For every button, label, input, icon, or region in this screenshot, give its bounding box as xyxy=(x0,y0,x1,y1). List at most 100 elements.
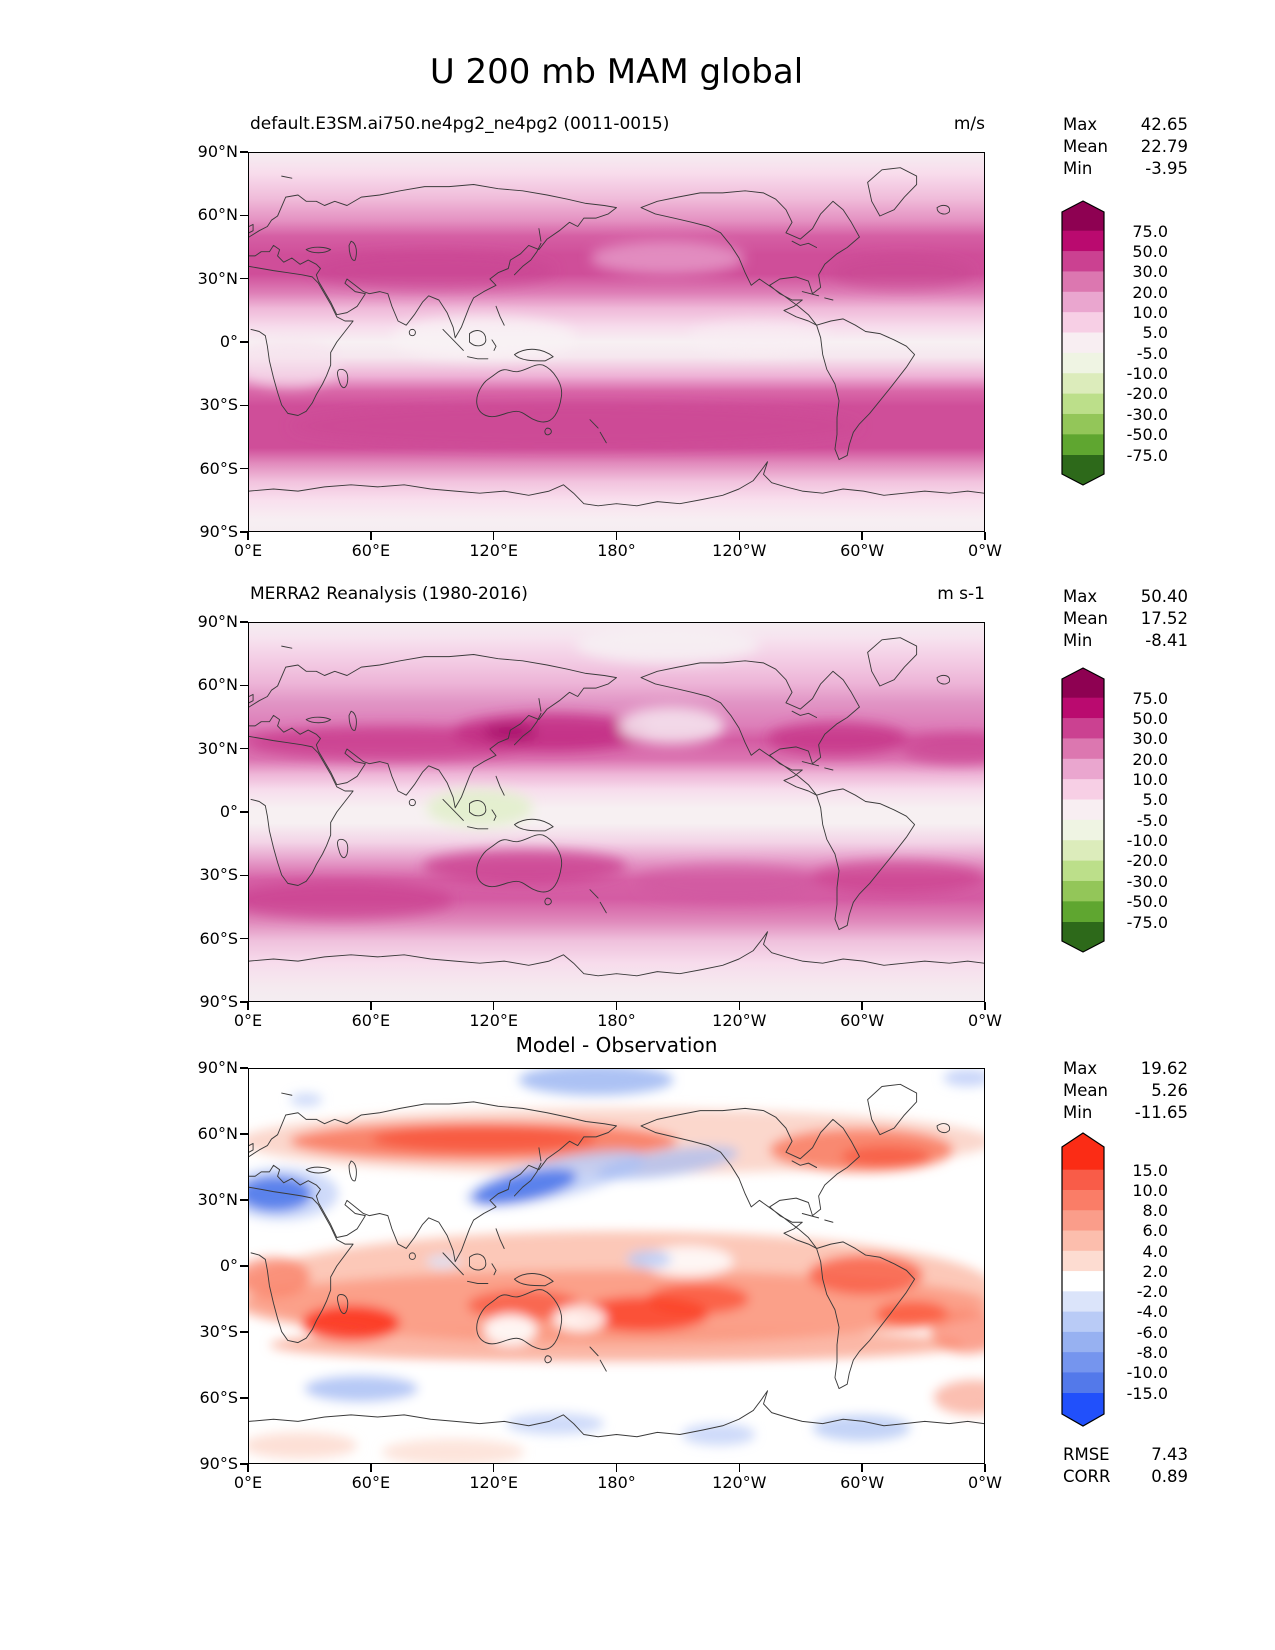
colorbar-segment xyxy=(1062,413,1104,435)
colorbar-level-label: -10.0 xyxy=(1126,1363,1168,1383)
x-tick-mark xyxy=(370,532,372,540)
colorbar-segment xyxy=(1062,271,1104,293)
colorbar-gradient xyxy=(1061,1132,1105,1427)
contour-blobs-model xyxy=(249,241,974,447)
stat-label: Mean xyxy=(1063,1081,1108,1100)
colorbar-level-label: 15.0 xyxy=(1132,1160,1168,1180)
stats-model: Max 42.65 Mean 22.79 Min -3.95 xyxy=(1063,114,1188,180)
stat-row: Max 42.65 xyxy=(1063,114,1188,136)
colorbar-segment xyxy=(1062,1331,1104,1353)
colorbar-extend-cap xyxy=(1062,1393,1104,1426)
x-tick-label: 60°W xyxy=(840,1011,885,1030)
stat-value: 5.26 xyxy=(1151,1081,1188,1100)
y-tick-label: 90°S xyxy=(199,1454,238,1473)
x-tick-mark xyxy=(984,1002,986,1010)
colorbar-level-label: 5.0 xyxy=(1142,323,1168,343)
x-tick-mark xyxy=(247,1002,249,1010)
colorbar-segment xyxy=(1062,312,1104,334)
x-tick-mark xyxy=(861,1002,863,1010)
colorbar-segment xyxy=(1062,1210,1104,1232)
colorbar-level-label: 10.0 xyxy=(1132,1180,1168,1200)
panel-observation-title: MERRA2 Reanalysis (1980-2016) xyxy=(250,584,528,604)
stat-label: CORR xyxy=(1063,1467,1111,1486)
colorbar-level-label: -20.0 xyxy=(1126,384,1168,404)
stat-label: Max xyxy=(1063,115,1098,134)
y-tick-mark xyxy=(240,1331,248,1333)
x-tick-label: 180° xyxy=(597,1473,636,1492)
colorbar-level-label: -6.0 xyxy=(1136,1322,1168,1342)
x-tick-label: 180° xyxy=(597,1011,636,1030)
colorbar-segment xyxy=(1062,840,1104,862)
colorbar-extend-cap xyxy=(1062,668,1104,698)
y-tick-label: 0° xyxy=(219,1256,238,1275)
contour-blobs-difference xyxy=(249,1069,984,1463)
colorbar-level-label: 20.0 xyxy=(1132,749,1168,769)
colorbar-level-label: -20.0 xyxy=(1126,851,1168,871)
colorbar-level-label: -50.0 xyxy=(1126,425,1168,445)
colorbar-gradient xyxy=(1061,200,1105,486)
y-tick-mark xyxy=(240,341,248,343)
colorbar-extend-cap xyxy=(1062,201,1104,231)
x-tick-mark xyxy=(492,1464,495,1472)
x-tick-label: 0°E xyxy=(233,1473,263,1492)
y-tick-mark xyxy=(240,1265,248,1267)
colorbar-segment xyxy=(1062,738,1104,760)
stat-row: Min -8.41 xyxy=(1063,630,1188,652)
map-difference xyxy=(248,1068,985,1464)
colorbar-segment xyxy=(1062,1250,1104,1272)
colorbar-segment xyxy=(1062,251,1104,273)
stat-label: RMSE xyxy=(1063,1445,1110,1464)
y-tick-label: 60°S xyxy=(199,928,238,948)
y-tick-mark xyxy=(240,937,248,940)
x-tick-label: 120°W xyxy=(712,1473,767,1492)
y-tick-mark xyxy=(240,1001,248,1003)
y-tick-label: 30°N xyxy=(197,268,238,288)
y-tick-mark xyxy=(240,214,248,217)
x-tick-label: 0°W xyxy=(968,1473,1002,1492)
y-tick-mark xyxy=(240,1067,248,1069)
colorbar-segment xyxy=(1062,352,1104,374)
stat-value: -3.95 xyxy=(1145,159,1188,178)
y-tick-label: 90°N xyxy=(197,612,238,631)
x-tick-label: 60°W xyxy=(840,1473,885,1492)
stats-rmse-corr: RMSE 7.43 CORR 0.89 xyxy=(1063,1444,1188,1488)
colorbar-extend-cap xyxy=(1062,922,1104,952)
y-tick-label: 90°S xyxy=(199,992,238,1011)
x-tick-mark xyxy=(247,532,249,540)
colorbar-segment xyxy=(1062,1291,1104,1313)
y-tick-mark xyxy=(240,621,248,623)
y-tick-label: 0° xyxy=(219,802,238,821)
colorbar-outline xyxy=(1061,1132,1105,1427)
stat-value: 7.43 xyxy=(1151,1445,1188,1464)
y-tick-mark xyxy=(240,1463,248,1465)
colorbar-level-label: -4.0 xyxy=(1136,1302,1168,1322)
colorbar-segment xyxy=(1062,291,1104,313)
stat-label: Max xyxy=(1063,1059,1098,1078)
y-tick-mark xyxy=(240,1199,248,1201)
colorbar-level-label: 50.0 xyxy=(1132,708,1168,728)
colorbar-segment xyxy=(1062,880,1104,902)
x-tick-mark xyxy=(861,1464,863,1472)
y-tick-mark xyxy=(240,874,248,877)
stat-label: Mean xyxy=(1063,609,1108,628)
y-tick-label: 30°S xyxy=(199,395,238,415)
colorbar-level-label: -50.0 xyxy=(1126,892,1168,912)
x-tick-mark xyxy=(984,532,986,540)
colorbar-segment xyxy=(1062,860,1104,882)
stat-row: Min -3.95 xyxy=(1063,158,1188,180)
contour-field-observation xyxy=(249,623,984,1001)
colorbar-extend-cap xyxy=(1062,1133,1104,1170)
y-tick-mark xyxy=(240,277,248,280)
x-tick-mark xyxy=(861,532,863,540)
panel-model-units: m/s xyxy=(953,114,985,134)
stat-row: Mean 22.79 xyxy=(1063,136,1188,158)
stat-row: Max 19.62 xyxy=(1063,1058,1188,1080)
stat-value: -8.41 xyxy=(1145,631,1188,650)
y-tick-label: 60°N xyxy=(197,675,238,695)
colorbar-segment xyxy=(1062,799,1104,821)
colorbar-segment xyxy=(1062,1169,1104,1191)
x-tick-mark xyxy=(615,532,618,540)
y-tick-label: 90°S xyxy=(199,522,238,541)
stat-row: Min -11.65 xyxy=(1063,1102,1188,1124)
x-tick-mark xyxy=(492,1002,495,1010)
